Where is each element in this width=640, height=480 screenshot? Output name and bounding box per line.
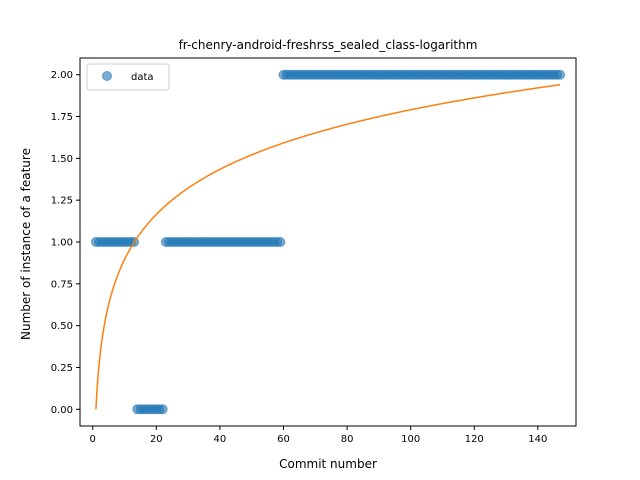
x-tick-label: 0 — [90, 434, 96, 445]
x-tick-label: 20 — [150, 434, 163, 445]
plot-area — [79, 57, 577, 427]
y-tick-label: 1.25 — [51, 196, 73, 207]
chart-title: fr-chenry-android-freshrss_sealed_class-… — [179, 38, 478, 52]
data-point — [555, 69, 566, 80]
legend-box — [86, 63, 170, 91]
y-tick-label: 0.00 — [51, 405, 73, 416]
legend: data — [86, 63, 170, 91]
y-tick-label: 2.00 — [51, 70, 73, 81]
y-tick-label: 0.75 — [51, 279, 73, 290]
fit-line — [95, 83, 561, 410]
y-tick-label: 1.50 — [51, 154, 73, 165]
x-axis-label: Commit number — [279, 457, 377, 471]
x-tick-label: 120 — [465, 434, 484, 445]
x-tick-label: 80 — [341, 434, 354, 445]
legend-label-data: data — [131, 72, 154, 83]
y-axis-label: Number of instance of a feature — [19, 148, 33, 340]
y-tick-label: 1.00 — [51, 238, 73, 249]
x-tick-label: 60 — [277, 434, 290, 445]
x-tick-label: 140 — [528, 434, 547, 445]
y-tick-label: 1.75 — [51, 112, 73, 123]
data-point — [157, 404, 168, 415]
x-axis: 0 20 40 60 80 100 120 140 — [90, 426, 547, 445]
y-tick-label: 0.50 — [51, 321, 73, 332]
legend-marker-data — [102, 71, 112, 81]
y-axis: 0.00 0.25 0.50 0.75 1.00 1.25 1.50 1.75 2.00 — [51, 70, 80, 416]
x-tick-label: 40 — [214, 434, 227, 445]
x-tick-label: 100 — [401, 434, 420, 445]
y-tick-label: 0.25 — [51, 363, 73, 374]
data-point — [275, 237, 286, 247]
